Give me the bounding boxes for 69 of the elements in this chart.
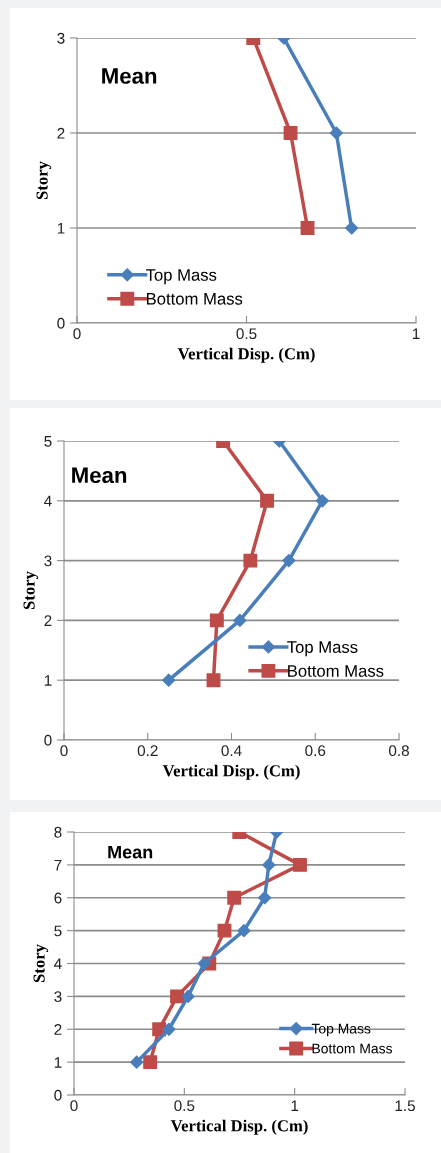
y-tick-label: 7 (54, 859, 62, 871)
y-tick-label: 0 (57, 317, 65, 329)
x-tick-label: 0 (73, 328, 81, 340)
x-axis-title: Vertical Disp. (Cm) (177, 347, 315, 363)
y-tick-label: 4 (44, 495, 52, 507)
point (197, 956, 211, 971)
y-axis-title: Story (36, 161, 52, 200)
y-tick-label: 3 (54, 991, 62, 1003)
x-tick-label: 0.5 (236, 328, 257, 340)
point (143, 1055, 158, 1070)
point (233, 613, 247, 627)
y-axis-title: Story (33, 944, 49, 983)
text: Mean (72, 467, 127, 484)
point (181, 989, 195, 1003)
point (162, 673, 176, 687)
point (237, 924, 251, 938)
text: Mean (102, 68, 157, 84)
point (217, 923, 232, 938)
x-tick-label: 1 (291, 1100, 299, 1111)
legend-label: Bottom Mass (146, 293, 243, 305)
x-axis-title: Vertical Disp. (Cm) (170, 1119, 308, 1135)
y-tick-label: 8 (54, 826, 62, 838)
legend-label: Top Mass (287, 641, 358, 657)
point (283, 126, 298, 140)
y-tick-label: 1 (44, 675, 52, 686)
legend-label: Top Mass (145, 269, 217, 285)
x-tick-label: 0.4 (221, 745, 242, 757)
y-tick-label: 5 (54, 925, 62, 937)
y-tick-label: 2 (57, 127, 65, 139)
y-tick-label: 4 (54, 958, 62, 970)
legend-label: Bottom Mass (312, 1043, 392, 1054)
y-tick-label: 3 (44, 555, 52, 567)
point (206, 673, 221, 688)
point (258, 891, 272, 905)
point (209, 613, 224, 628)
y-tick-label: 3 (57, 32, 65, 44)
legend-label: Bottom Mass (288, 665, 384, 677)
x-tick-label: 0.2 (137, 745, 158, 757)
legend-label: Top Mass (311, 1023, 371, 1037)
point (345, 221, 359, 235)
point (162, 1022, 176, 1036)
y-tick-label: 5 (44, 436, 52, 447)
point (227, 890, 242, 905)
x-tick-label: 0.6 (305, 745, 326, 757)
point (282, 554, 296, 568)
x-tick-label: 1.5 (395, 1100, 415, 1112)
y-tick-label: 2 (54, 1024, 62, 1035)
x-tick-label: 0.8 (388, 745, 409, 757)
y-tick-label: 0 (54, 1089, 62, 1101)
text: Mean (108, 845, 153, 859)
x-axis-title: Vertical Disp. (Cm) (162, 764, 300, 780)
x-tick-label: 0 (70, 1100, 78, 1112)
x-tick-label: 0.5 (174, 1100, 195, 1112)
point (243, 553, 258, 568)
point (262, 858, 276, 872)
y-tick-label: 2 (44, 615, 52, 626)
x-tick-label: 1 (412, 328, 420, 339)
point (315, 494, 329, 508)
point (260, 493, 275, 508)
y-tick-label: 0 (44, 734, 52, 746)
y-tick-label: 6 (54, 892, 62, 904)
point (329, 126, 343, 140)
point (170, 989, 184, 1004)
point (293, 857, 307, 872)
point (300, 221, 315, 235)
y-axis-title: Story (23, 571, 39, 610)
y-tick-label: 1 (57, 223, 65, 234)
y-tick-label: 1 (54, 1057, 62, 1068)
point (130, 1055, 144, 1069)
